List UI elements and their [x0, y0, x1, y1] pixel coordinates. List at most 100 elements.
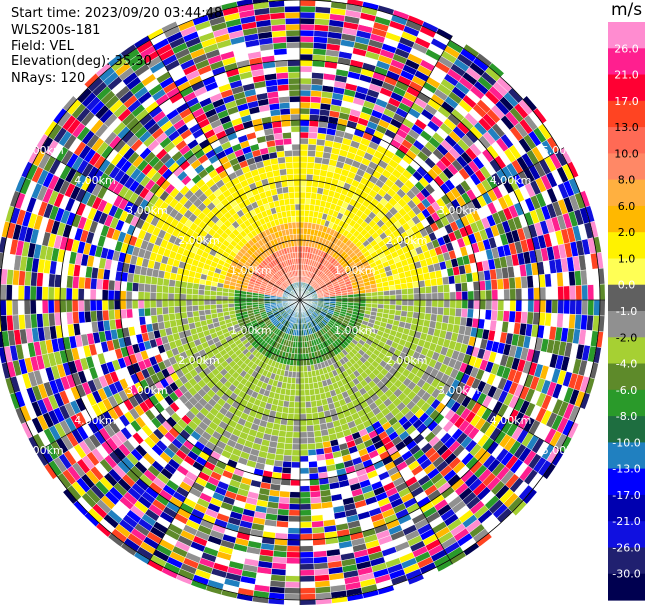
- velocity-cell: [305, 413, 313, 421]
- velocity-cell: [299, 467, 310, 475]
- velocity-cell: [227, 295, 235, 301]
- velocity-cell: [137, 299, 145, 309]
- velocity-cell: [515, 299, 523, 312]
- velocity-cell: [272, 550, 288, 558]
- velocity-cell: [295, 371, 301, 379]
- velocity-cell: [167, 306, 175, 315]
- velocity-cell: [311, 72, 325, 80]
- velocity-cell: [341, 297, 349, 301]
- velocity-cell: [113, 299, 121, 310]
- velocity-cell: [295, 383, 301, 391]
- velocity-cell: [41, 286, 49, 301]
- velocity-cell: [299, 143, 309, 151]
- velocity-cell: [295, 377, 301, 385]
- velocity-cell: [149, 307, 158, 316]
- velocity-cell: [299, 491, 311, 499]
- velocity-cell: [167, 292, 175, 301]
- velocity-cell: [491, 289, 499, 301]
- velocity-cell: [407, 305, 415, 313]
- velocity-cell: [448, 307, 457, 317]
- velocity-cell: [0, 299, 7, 316]
- velocity-cell: [460, 282, 469, 292]
- velocity-cell: [299, 479, 310, 487]
- velocity-cell: [587, 284, 595, 301]
- velocity-cell: [283, 448, 293, 457]
- velocity-cell: [299, 119, 310, 127]
- velocity-cell: [575, 284, 583, 301]
- velocity-cell: [173, 299, 181, 307]
- velocity-cell: [113, 290, 121, 301]
- velocity-cell: [520, 311, 528, 325]
- velocity-cell: [304, 395, 311, 403]
- velocity-cell: [371, 291, 379, 297]
- velocity-cell: [310, 90, 323, 98]
- velocity-cell: [376, 286, 384, 293]
- velocity-cell: [490, 309, 498, 321]
- velocity-cell: [587, 299, 595, 316]
- velocity-cell: [437, 299, 445, 308]
- velocity-cell: [299, 431, 308, 439]
- velocity-cell: [65, 287, 73, 301]
- velocity-cell: [285, 563, 301, 571]
- velocity-cell: [282, 460, 292, 469]
- velocity-cell: [305, 191, 312, 199]
- velocity-cell: [413, 305, 421, 313]
- velocity-cell: [313, 556, 328, 564]
- velocity-cell: [185, 305, 193, 313]
- velocity-cell: [299, 17, 316, 25]
- velocity-cell: [371, 295, 379, 301]
- velocity-cell: [285, 425, 294, 433]
- velocity-cell: [310, 502, 323, 510]
- velocity-cell: [102, 279, 110, 291]
- velocity-cell: [302, 347, 306, 355]
- velocity-cell: [425, 306, 433, 315]
- velocity-cell: [197, 304, 205, 311]
- velocity-cell: [299, 47, 314, 55]
- velocity-cell: [430, 313, 438, 322]
- velocity-cell: [131, 308, 140, 318]
- velocity-cell: [299, 503, 312, 511]
- velocity-cell: [443, 291, 451, 301]
- velocity-cell: [299, 161, 308, 169]
- velocity-cell: [299, 365, 305, 373]
- velocity-cell: [276, 441, 286, 450]
- velocity-cell: [299, 533, 313, 541]
- velocity-cell: [288, 515, 301, 523]
- velocity-cell: [436, 284, 445, 294]
- velocity-cell: [131, 299, 139, 310]
- velocity-cell: [23, 285, 31, 301]
- velocity-cell: [299, 167, 308, 175]
- velocity-cell: [84, 277, 92, 290]
- velocity-cell: [311, 186, 319, 194]
- velocity-cell: [203, 304, 211, 311]
- velocity-cell: [89, 299, 97, 312]
- velocity-cell: [299, 593, 316, 601]
- velocity-cell: [276, 514, 289, 522]
- velocity-cell: [309, 102, 321, 110]
- velocity-cell: [442, 307, 451, 316]
- velocity-cell: [161, 292, 169, 301]
- velocity-cell: [388, 284, 396, 291]
- velocity-cell: [299, 497, 311, 505]
- velocity-cell: [308, 125, 319, 134]
- velocity-cell: [466, 308, 475, 319]
- velocity-cell: [312, 424, 321, 432]
- velocity-cell: [287, 407, 295, 415]
- velocity-cell: [77, 288, 85, 301]
- velocity-cell: [299, 557, 315, 565]
- velocity-cell: [365, 295, 373, 301]
- velocity-cell: [278, 430, 287, 438]
- velocity-cell: [473, 299, 481, 310]
- velocity-cell: [305, 407, 313, 415]
- velocity-cell: [299, 65, 313, 73]
- velocity-cell: [302, 359, 308, 367]
- velocity-cell: [137, 282, 146, 293]
- velocity-cell: [209, 290, 217, 296]
- velocity-cell: [431, 299, 439, 308]
- velocity-cell: [155, 292, 163, 301]
- velocity-cell: [479, 299, 487, 310]
- velocity-cell: [303, 377, 310, 385]
- velocity-cell: [310, 400, 318, 408]
- velocity-cell: [479, 290, 487, 301]
- velocity-cell: [233, 299, 241, 304]
